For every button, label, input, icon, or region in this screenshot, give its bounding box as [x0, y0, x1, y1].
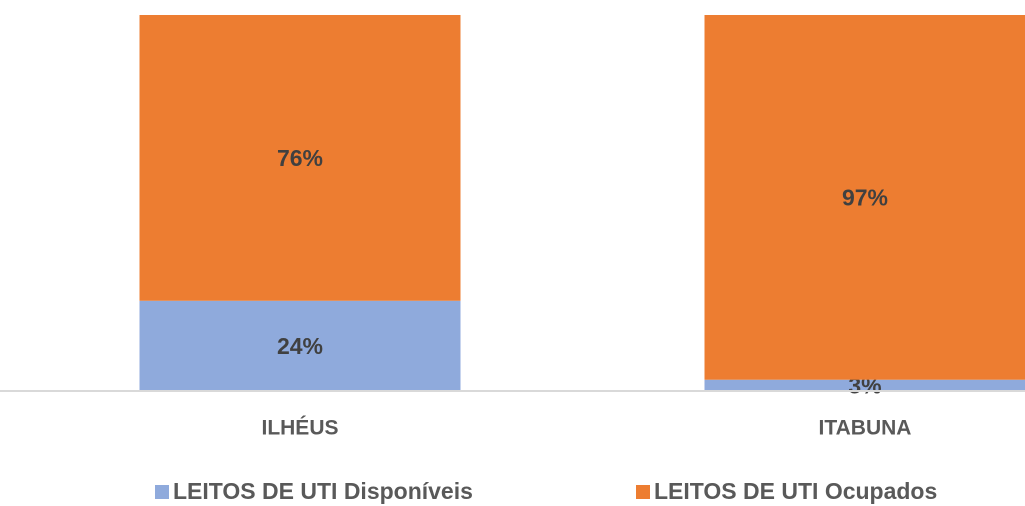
data-label: 76%	[277, 145, 323, 171]
bar-segment	[704, 379, 1025, 391]
legend-swatch	[636, 485, 650, 499]
legend-label: LEITOS DE UTI Ocupados	[654, 478, 937, 504]
bar-segment	[139, 300, 461, 391]
data-label: 97%	[842, 184, 888, 210]
bar-segment	[704, 15, 1025, 380]
x-tick-label: ITABUNA	[819, 417, 912, 440]
x-tick-label: ILHÉUS	[261, 417, 338, 440]
legend-swatch	[155, 485, 169, 499]
data-label: 24%	[277, 333, 323, 359]
bar-segment	[139, 15, 461, 301]
legend-label: LEITOS DE UTI Disponíveis	[173, 478, 473, 504]
